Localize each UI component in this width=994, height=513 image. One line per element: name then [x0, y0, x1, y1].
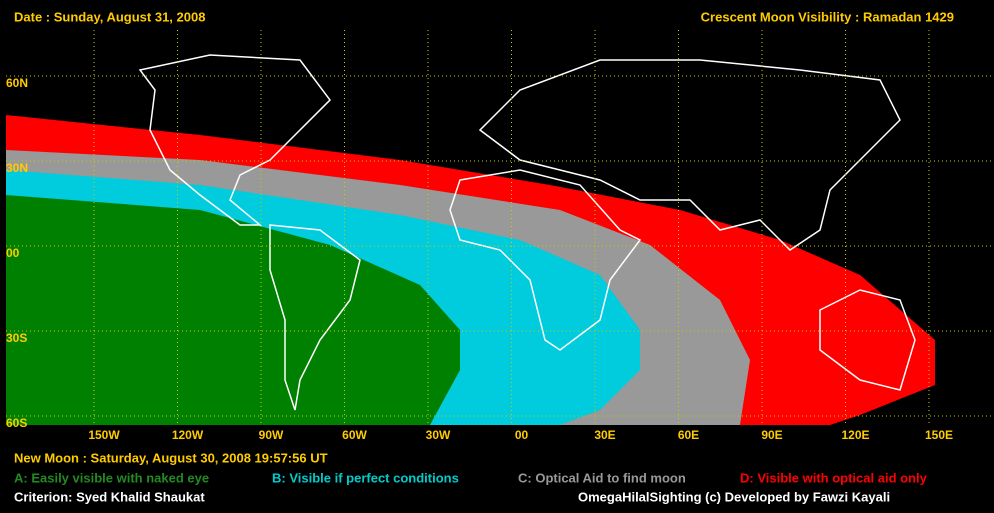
longitude-label: 150W — [88, 428, 120, 442]
title: Crescent Moon Visibility : Ramadan 1429 — [701, 9, 954, 24]
criterion: Criterion: Syed Khalid Shaukat — [14, 489, 205, 504]
latitude-label: 30N — [6, 161, 28, 175]
south-america — [269, 224, 361, 411]
legend-d: D: Visible with optical aid only — [740, 470, 928, 485]
latitude-label: 60N — [6, 76, 28, 90]
new-moon: New Moon : Saturday, August 30, 2008 19:… — [14, 450, 328, 465]
latitude-label: 30S — [6, 331, 27, 345]
longitude-label: 120W — [172, 428, 204, 442]
longitude-label: 00 — [515, 428, 529, 442]
zone-a — [6, 195, 460, 425]
longitude-label: 60W — [342, 428, 367, 442]
longitude-label: 30W — [426, 428, 451, 442]
date: Date : Sunday, August 31, 2008 — [14, 9, 205, 24]
latitude-label: 00 — [6, 246, 20, 260]
coastlines — [138, 54, 916, 411]
north-america — [138, 54, 331, 226]
australia — [819, 289, 916, 391]
credit: OmegaHilalSighting (c) Developed by Fawz… — [578, 489, 890, 504]
longitude-label: 30E — [594, 428, 615, 442]
longitude-label: 90W — [259, 428, 284, 442]
africa — [449, 169, 642, 351]
longitude-label: 120E — [841, 428, 869, 442]
legend-c: C: Optical Aid to find moon — [518, 470, 686, 485]
latitude-label: 60S — [6, 416, 27, 430]
longitude-label: 90E — [761, 428, 782, 442]
zones — [6, 115, 935, 425]
longitude-label: 150E — [925, 428, 953, 442]
legend-b: B: Visible if perfect conditions — [272, 470, 459, 485]
eurasia — [478, 59, 901, 251]
graticule: 60N 30N 00 30S 60S 150W 120W 90W 60W 30W 00 30E 60E 9… — [6, 30, 994, 442]
longitude-label: 60E — [678, 428, 699, 442]
legend-a: A: Easily visible with naked eye — [14, 470, 209, 485]
